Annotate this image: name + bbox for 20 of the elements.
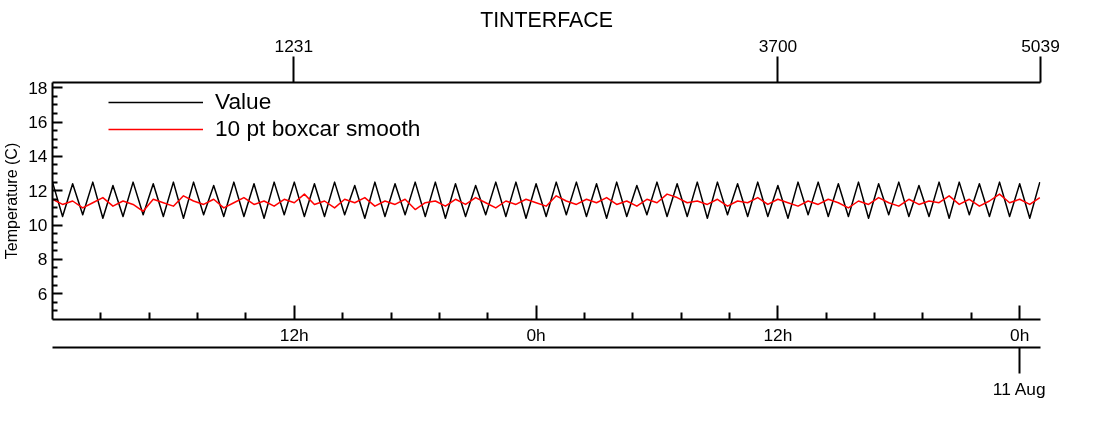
y-tick-label: 18 (28, 77, 48, 98)
y-tick-label: 8 (37, 249, 48, 270)
x2-tick-label: 3700 (758, 35, 798, 56)
y-tick-label: 14 (28, 146, 48, 167)
x-tick-label: 12h (763, 324, 793, 345)
y-tick-label: 12 (28, 180, 48, 201)
line-series (52, 193, 1041, 213)
y-tick-label: 10 (28, 215, 48, 236)
annotation: 11 Aug (992, 378, 1046, 399)
y-tick-label: 16 (28, 112, 48, 132)
x-tick-label: 0h (1010, 324, 1030, 345)
y-tick-label: 6 (37, 283, 48, 304)
legend-label: Value (215, 88, 272, 115)
x-tick-label: 12h (279, 324, 309, 345)
chart-title: TINTERFACE (480, 7, 613, 32)
legend-label: 10 pt boxcar smooth (215, 115, 421, 142)
x2-tick-label: 1231 (274, 35, 314, 56)
x-tick-label: 0h (526, 324, 546, 345)
x2-tick-label: 5039 (1021, 35, 1060, 56)
y-axis-title: Temperature (C) (3, 142, 21, 260)
